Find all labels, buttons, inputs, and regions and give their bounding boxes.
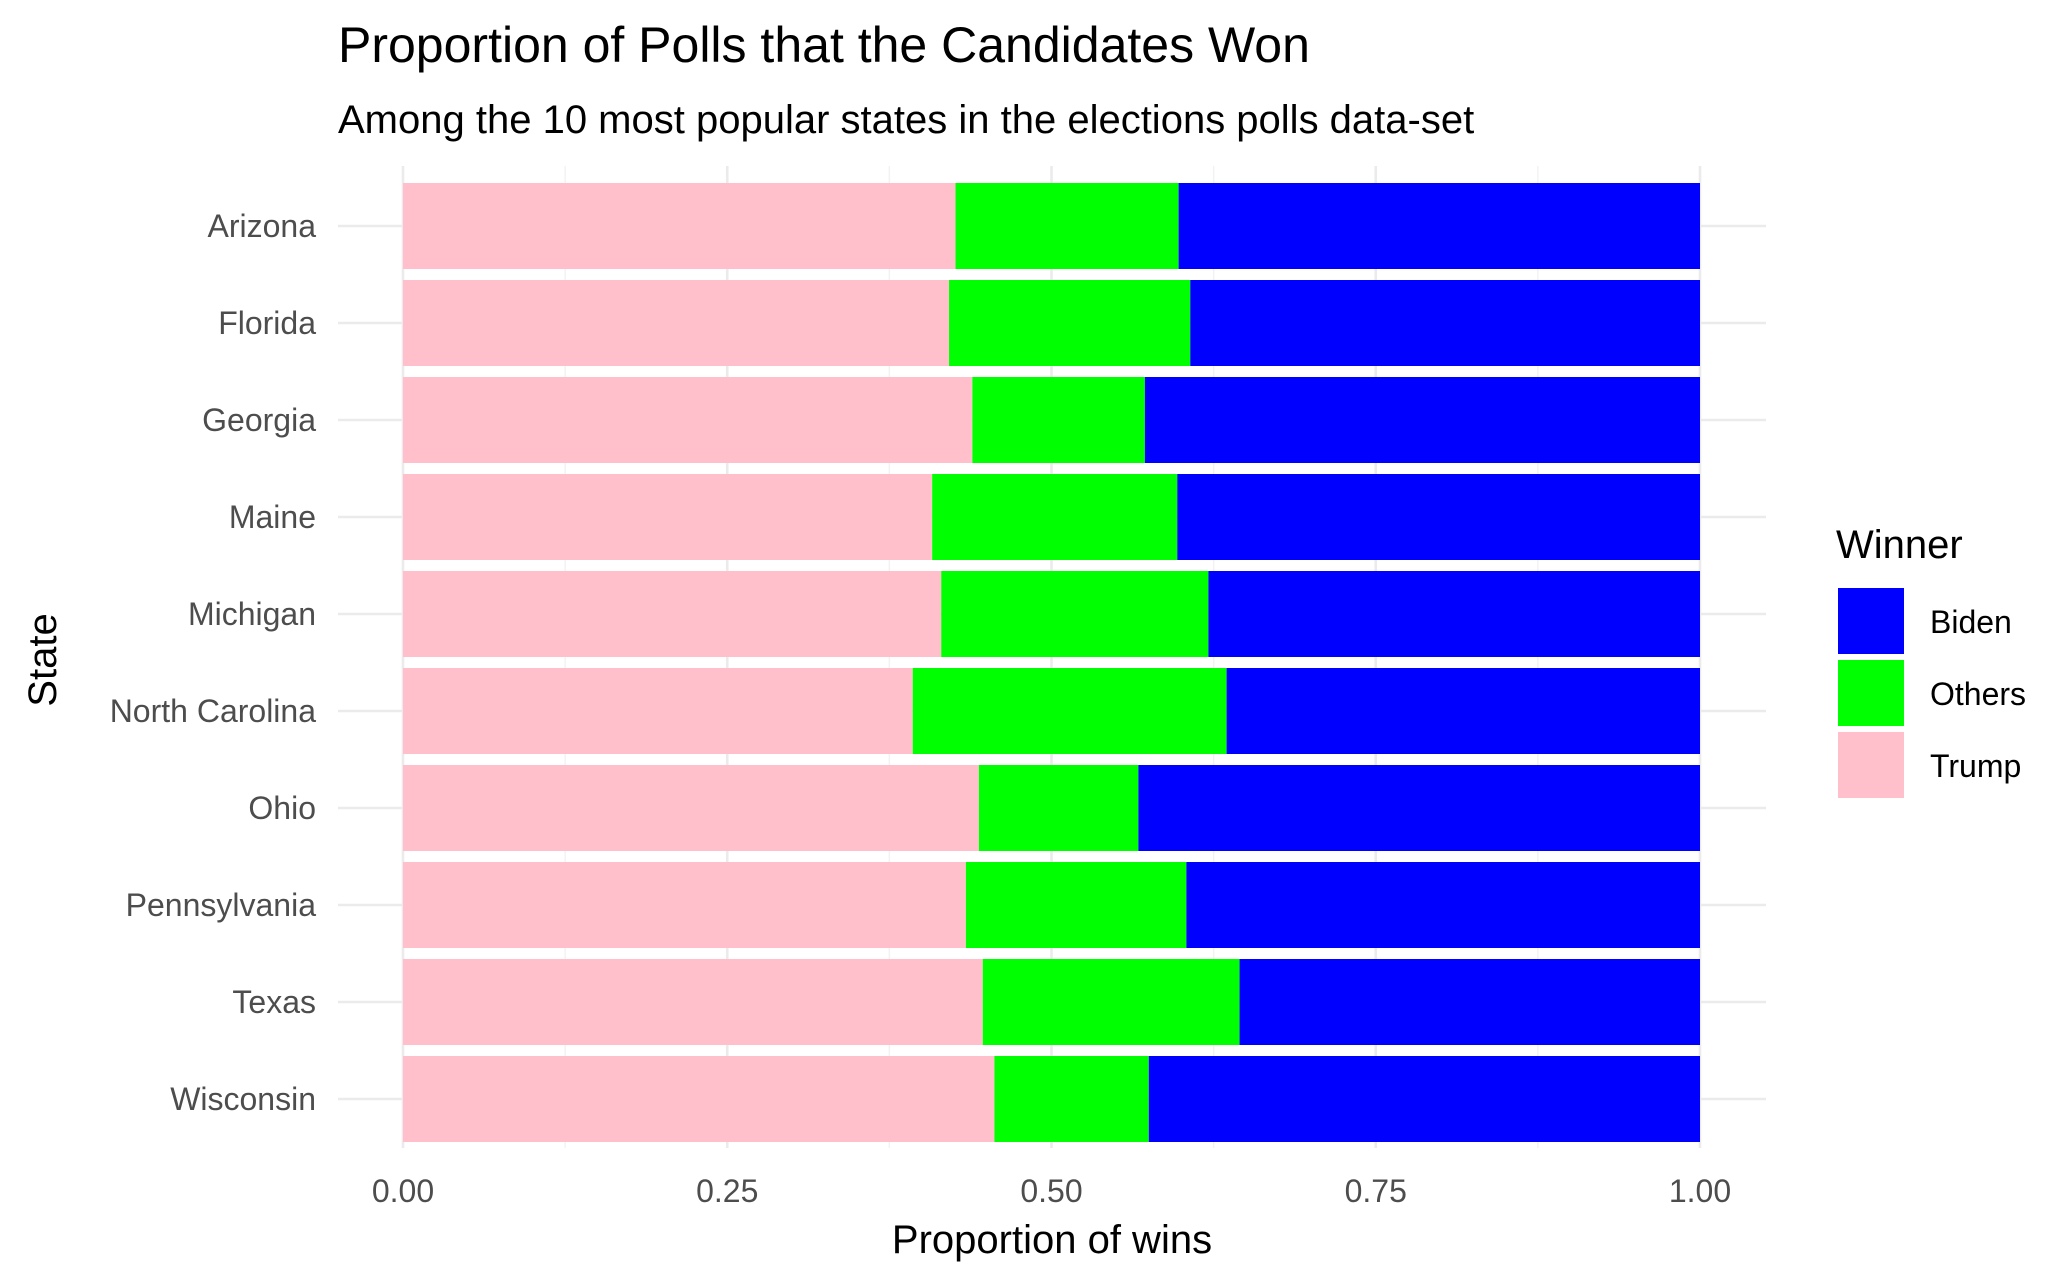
legend-title: Winner [1836,523,1963,567]
y-tick-label: Georgia [202,402,316,438]
bar-others-ohio [978,765,1139,851]
bar-trump-north-carolina [403,668,913,754]
bar-others-north-carolina [912,668,1227,754]
x-tick-label: 0.25 [696,1173,758,1209]
bar-others-pennsylvania [965,862,1187,948]
bar-biden-texas [1239,959,1700,1045]
bar-biden-pennsylvania [1186,862,1700,948]
bar-trump-georgia [403,377,973,463]
bar-trump-texas [403,959,983,1045]
bar-biden-michigan [1208,571,1700,657]
bar-trump-maine [403,474,933,560]
y-tick-label: Texas [232,984,316,1020]
chart-title: Proportion of Polls that the Candidates … [338,17,1310,73]
legend-label-biden: Biden [1930,604,2012,640]
legend-label-others: Others [1930,676,2026,712]
x-tick-label: 0.50 [1020,1173,1082,1209]
legend-label-trump: Trump [1930,748,2021,784]
x-tick-label: 0.00 [372,1173,434,1209]
legend-swatch-trump [1838,732,1904,798]
bar-biden-north-carolina [1226,668,1700,754]
bar-others-maine [932,474,1178,560]
x-axis-ticks: 0.00 0.25 0.50 0.75 1.00 [372,1173,1731,1209]
y-tick-label: Ohio [248,790,316,826]
y-tick-label: Michigan [188,596,316,632]
y-tick-label: Arizona [208,208,317,244]
x-tick-label: 0.75 [1345,1173,1407,1209]
bar-trump-florida [403,280,950,366]
x-axis-title: Proportion of wins [892,1218,1212,1262]
y-axis-ticks: Wisconsin Texas Pennsylvania Ohio North Caro… [110,208,317,1117]
bar-biden-arizona [1178,183,1700,269]
y-tick-label: Florida [218,305,316,341]
bar-others-arizona [955,183,1179,269]
bar-others-florida [949,280,1191,366]
x-tick-label: 1.00 [1669,1173,1731,1209]
bar-others-michigan [941,571,1209,657]
bar-trump-ohio [403,765,979,851]
bars [403,183,1700,1142]
chart-subtitle: Among the 10 most popular states in the … [338,98,1474,142]
bar-biden-florida [1190,280,1700,366]
y-axis-title: State [21,613,65,706]
y-tick-label: Wisconsin [170,1081,316,1117]
bar-biden-ohio [1138,765,1700,851]
bar-others-wisconsin [994,1056,1149,1142]
y-tick-label: Pennsylvania [126,887,317,923]
bar-biden-wisconsin [1148,1056,1700,1142]
y-tick-label: North Carolina [110,693,317,729]
bar-trump-pennsylvania [403,862,966,948]
legend: Winner Biden Others Trump [1836,523,2026,798]
bar-trump-michigan [403,571,942,657]
bar-trump-wisconsin [403,1056,995,1142]
bar-others-georgia [972,377,1145,463]
legend-swatch-biden [1838,588,1904,654]
y-tick-label: Maine [229,499,316,535]
legend-swatch-others [1838,660,1904,726]
bar-others-texas [982,959,1240,1045]
bar-trump-arizona [403,183,956,269]
bar-biden-maine [1177,474,1700,560]
bar-biden-georgia [1144,377,1700,463]
